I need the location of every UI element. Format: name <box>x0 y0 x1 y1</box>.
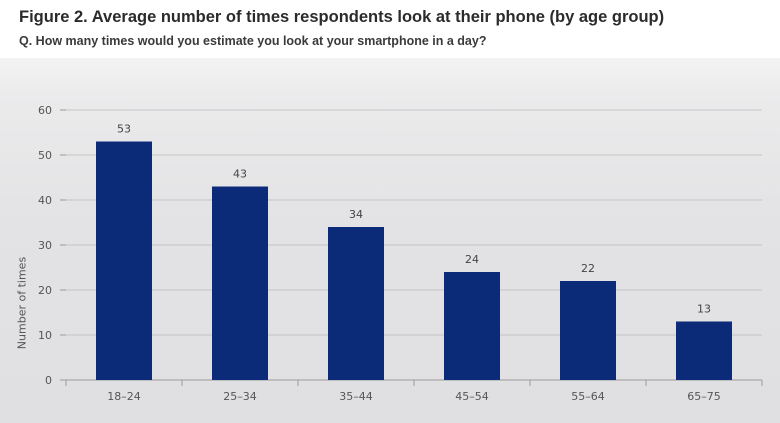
y-tick-label: 30 <box>38 239 52 252</box>
y-tick-label: 60 <box>38 104 52 117</box>
y-tick-label: 0 <box>45 374 52 387</box>
x-tick-label: 25–34 <box>223 390 257 403</box>
bar-45–54 <box>444 272 500 380</box>
bar-chart: 0 10 20 30 40 50 60 53 18–24 43 25–34 34 35–44 24 45–5… <box>38 104 763 403</box>
bar-18–24 <box>96 141 152 380</box>
bar-data-label: 43 <box>233 168 247 181</box>
y-tick-label: 10 <box>38 329 52 342</box>
x-tick-label: 18–24 <box>107 390 141 403</box>
bar-25–34 <box>212 186 268 380</box>
bar-data-label: 53 <box>117 123 131 136</box>
chart-title: Figure 2. Average number of times respon… <box>19 8 665 26</box>
chart-subtitle: Q. How many times would you estimate you… <box>19 34 487 48</box>
y-tick-label: 50 <box>38 149 52 162</box>
bar-55–64 <box>560 281 616 380</box>
x-tick-label: 35–44 <box>339 390 373 403</box>
bar-65–75 <box>676 321 732 380</box>
chart-area: 0 10 20 30 40 50 60 53 18–24 43 25–34 34 35–44 24 45–5… <box>0 58 780 423</box>
x-tick-label: 65–75 <box>687 390 721 403</box>
x-tick-label: 45–54 <box>455 390 489 403</box>
bar-data-label: 13 <box>697 303 711 316</box>
y-tick-label: 40 <box>38 194 52 207</box>
y-tick-label: 20 <box>38 284 52 297</box>
x-tick-label: 55–64 <box>571 390 605 403</box>
bar-data-label: 22 <box>581 262 595 275</box>
bar-data-label: 34 <box>349 208 363 221</box>
chart-header: Figure 2. Average number of times respon… <box>0 0 780 58</box>
bar-data-label: 24 <box>465 253 479 266</box>
y-axis-label: Number of times <box>15 256 29 350</box>
bar-35–44 <box>328 227 384 380</box>
